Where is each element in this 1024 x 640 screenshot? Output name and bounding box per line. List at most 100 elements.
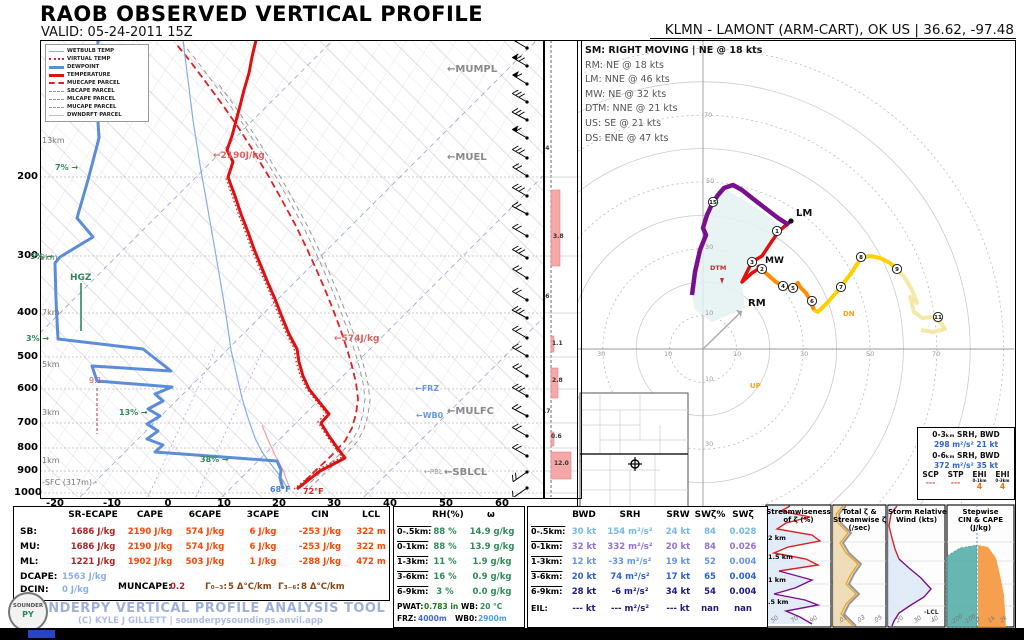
skewt-annotation: HGZ [70,273,92,283]
srh-0-6-label: 0-6ₖₘ SRH, BWD [932,450,1000,460]
legend-item: MUECAPE PARCEL [49,79,148,87]
thermo-row-label: ML: [20,557,39,567]
sounderpy-logo: SOUNDER PY [8,592,48,632]
thermo-header: 3CAPE [246,510,280,520]
svg-text:11: 11 [934,315,942,321]
skewt-annotation: ←2190J/kg [213,151,265,161]
kin-value: 30 kt [571,527,597,537]
storm-motion-info: SM: RIGHT MOVING | NE @ 18 kts RM: NE @ 1… [585,44,762,146]
temp-axis-tick: 0 [164,498,172,509]
kin-value: 52 [704,557,716,567]
svg-text:2: 2 [760,267,764,273]
thermo-header: CIN [311,510,329,520]
logo-py: PY [22,609,34,619]
rh-value: 88 % [433,527,457,537]
thermo-value: 2190 J/kg [127,542,173,552]
kin-value: 74 m²/s² [610,572,650,582]
svg-text:6: 6 [810,299,814,305]
thermo-value: 6 J/kg [249,527,277,537]
thermo-value: 322 m [356,542,386,552]
thermo-value: 322 m [356,527,386,537]
omega-value: 0.0 g/kg [472,587,512,597]
legend-line-sample [49,50,64,52]
storm-motion-line: DTM: NNE @ 21 kts [585,103,678,115]
storm-motion-line: LM: NNE @ 46 kts [585,74,670,86]
temp-axis-tick: -20 [45,498,65,509]
pressure-label: 500 [17,351,38,362]
gamma36-value: 8 Δ°C/km [301,582,345,592]
rh-annotation: 38% → [200,455,229,464]
rh-annotation: 7% → [55,163,79,172]
kin-row-label: 6-9km: [531,587,563,596]
thermo-value: -253 J/kg [298,542,342,552]
kin-row-label: 0-.5km: [531,527,566,536]
storm-motion-line: RM: NE @ 18 kts [585,59,664,71]
pressure-label: 300 [17,250,38,261]
panel-title: Streamwise ζ [833,516,886,524]
srh-summary-box: 0-3ₖₘ SRH, BWD 298 m²/s² 21 kt 0-6ₖₘ SRH… [917,427,1015,500]
hodo-ring-label: 70 [932,350,941,358]
thermo-header: 6CAPE [188,510,222,520]
omega-value: 0.9 g/kg [472,572,512,582]
hodo-ring-label: 10 [664,350,673,358]
omega-value: 14.9 g/kg [469,527,515,537]
panel-title: of ζ (%) [783,516,814,524]
temp-axis-tick: 20 [272,498,286,509]
skewt-panel-border [40,40,545,499]
temp-axis-tick: -10 [102,498,122,509]
thermo-value: 2190 J/kg [127,527,173,537]
hodo-marker-dn: DN [843,310,855,318]
brand-title: SOUNDERPY VERTICAL PROFILE ANALYSIS TOOL [15,601,386,616]
legend-label: VIRTUAL TEMP [67,56,111,62]
hodo-ring-label: 10 [733,350,742,358]
strip-value: .4 [543,145,550,152]
hodo-ring-label: 50 [706,177,715,185]
kin-value: 19 kt [665,557,691,567]
legend-item: TEMPERATURE [49,71,148,79]
dcin-label: DCIN: [20,585,49,595]
rh-annotation: 5% → [30,252,54,261]
omega-value: 13.9 g/kg [469,542,515,552]
storm-motion-line: MW: NE @ 32 kts [585,88,667,100]
skewt-annotation: 68°F [270,485,291,494]
muncape-label: MUNCAPE: [118,582,172,592]
panel-height-label: 1.5 km [768,553,793,561]
frz-label: FRZ: [397,614,417,623]
svg-text:5: 5 [791,286,795,292]
height-label: 9km [40,253,58,262]
legend-item: DEWPOINT [49,63,148,71]
gamma03-label: Γ₀₋₃: [205,582,227,592]
logo-text: SOUNDER [12,603,44,609]
srh-0-3-label: 0-3ₖₘ SRH, BWD [932,429,1000,439]
thermo-value: -253 J/kg [298,527,342,537]
hodo-marker-dtm: DTM [710,264,727,272]
svg-text:9: 9 [895,267,899,273]
height-label: 5km [42,360,60,369]
panel-title: Stepwise [962,508,999,516]
legend-line-sample [49,82,64,84]
thermo-header: SR-ECAPE [68,510,118,520]
legend-line-sample [49,65,64,69]
kin-row-label: 1-3km: [531,557,563,566]
storm-motion-line: DS: ENE @ 47 kts [585,132,669,144]
omega-header: ω [487,510,495,520]
srh-0-3-values: 298 m²/s² 21 kt [933,440,999,449]
hodo-marker-up: UP [750,382,761,390]
kin-value: nan [701,604,719,614]
kin-value: 0.004 [729,587,757,597]
temp-axis-tick: 40 [383,498,397,509]
legend-item: VIRTUAL TEMP [49,55,148,63]
pwat-label: PWAT: [397,602,424,611]
wb-value: 20 °C [480,602,503,611]
brand-credit: (C) KYLE J GILLETT | sounderpysoundings.… [78,616,323,626]
svg-text:4: 4 [781,284,785,290]
hodo-ring-label: 30 [597,350,606,358]
strip-value: 1.1 [552,340,563,347]
strip-value: .7 [544,408,551,415]
header-rule [650,38,1016,39]
legend-item: MLCAPE PARCEL [49,95,148,103]
lcl-label: -LCL [924,609,939,616]
storm-motion-line: US: SE @ 21 kts [585,117,662,129]
legend-label: MUCAPE PARCEL [67,104,117,110]
